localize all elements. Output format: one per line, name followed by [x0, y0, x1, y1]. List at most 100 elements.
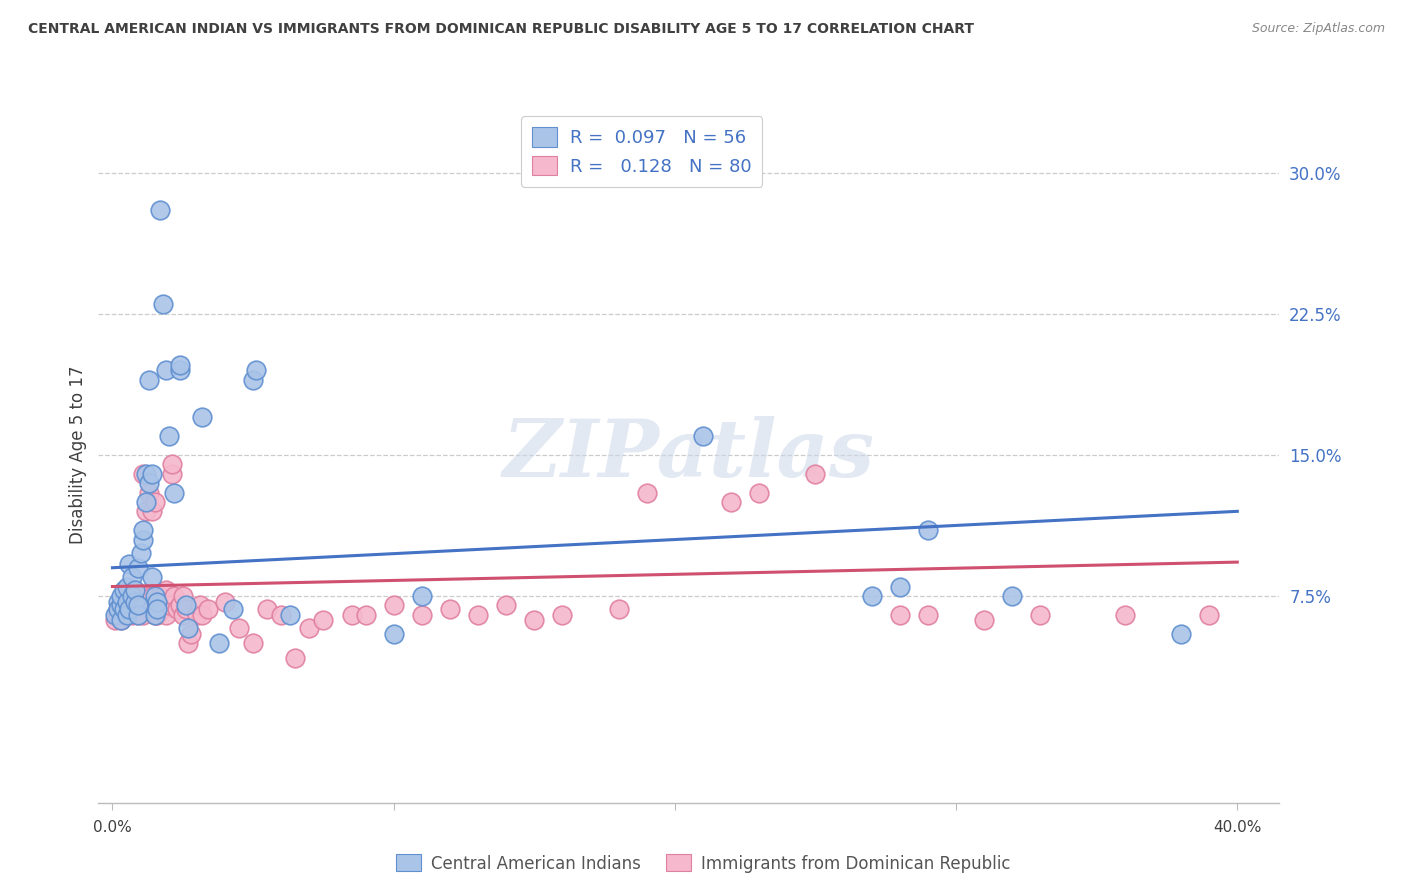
Point: [186, 607, 208, 622]
Point: [135, 589, 157, 603]
Point: [146, 594, 169, 608]
Point: [127, 560, 149, 574]
Y-axis label: Disability Age 5 to 17: Disability Age 5 to 17: [69, 366, 87, 544]
Point: [107, 602, 129, 616]
Point: [169, 358, 191, 372]
Point: [132, 523, 155, 537]
Point: [188, 599, 211, 613]
Point: [110, 614, 132, 628]
Point: [284, 651, 307, 665]
Point: [124, 583, 146, 598]
Point: [245, 363, 267, 377]
Point: [748, 485, 770, 500]
Point: [174, 599, 197, 613]
Text: CENTRAL AMERICAN INDIAN VS IMMIGRANTS FROM DOMINICAN REPUBLIC DISABILITY AGE 5 T: CENTRAL AMERICAN INDIAN VS IMMIGRANTS FR…: [28, 22, 974, 37]
Point: [804, 467, 827, 481]
Point: [607, 602, 630, 616]
Point: [127, 607, 149, 622]
Point: [495, 599, 517, 613]
Point: [143, 495, 166, 509]
Point: [121, 570, 143, 584]
Point: [107, 594, 129, 608]
Point: [112, 607, 135, 622]
Point: [720, 495, 742, 509]
Point: [124, 602, 146, 616]
Point: [143, 607, 166, 622]
Point: [889, 607, 911, 622]
Point: [121, 583, 143, 598]
Point: [138, 476, 160, 491]
Point: [157, 599, 180, 613]
Point: [141, 589, 163, 603]
Point: [214, 594, 236, 608]
Text: 40.0%: 40.0%: [1213, 821, 1261, 835]
Point: [104, 614, 127, 628]
Point: [172, 607, 194, 622]
Point: [124, 594, 146, 608]
Point: [115, 580, 138, 594]
Point: [155, 363, 177, 377]
Point: [115, 607, 138, 622]
Point: [135, 495, 157, 509]
Point: [191, 607, 214, 622]
Point: [143, 589, 166, 603]
Point: [160, 467, 183, 481]
Point: [107, 607, 129, 622]
Point: [208, 636, 231, 650]
Point: [256, 602, 278, 616]
Point: [242, 636, 264, 650]
Point: [138, 602, 160, 616]
Point: [107, 602, 129, 616]
Point: [129, 546, 152, 560]
Point: [636, 485, 658, 500]
Point: [174, 602, 197, 616]
Point: [135, 467, 157, 481]
Point: [129, 599, 152, 613]
Point: [143, 607, 166, 622]
Point: [110, 614, 132, 628]
Point: [141, 504, 163, 518]
Point: [1198, 607, 1220, 622]
Point: [115, 594, 138, 608]
Point: [163, 485, 186, 500]
Point: [1114, 607, 1136, 622]
Point: [467, 607, 489, 622]
Point: [127, 599, 149, 613]
Point: [138, 485, 160, 500]
Point: [191, 410, 214, 425]
Point: [172, 589, 194, 603]
Point: [141, 570, 163, 584]
Point: [177, 621, 200, 635]
Point: [177, 636, 200, 650]
Point: [155, 583, 177, 598]
Point: [242, 373, 264, 387]
Point: [312, 614, 335, 628]
Point: [112, 599, 135, 613]
Point: [121, 607, 143, 622]
Point: [298, 621, 321, 635]
Point: [354, 607, 377, 622]
Point: [973, 614, 995, 628]
Text: 0.0%: 0.0%: [93, 821, 132, 835]
Point: [110, 589, 132, 603]
Point: [860, 589, 883, 603]
Point: [112, 602, 135, 616]
Point: [382, 626, 405, 640]
Point: [127, 589, 149, 603]
Point: [1029, 607, 1052, 622]
Point: [146, 602, 169, 616]
Point: [152, 602, 174, 616]
Point: [439, 602, 461, 616]
Point: [110, 594, 132, 608]
Point: [132, 467, 155, 481]
Point: [132, 607, 155, 622]
Point: [197, 602, 219, 616]
Point: [149, 203, 172, 218]
Point: [132, 533, 155, 547]
Point: [411, 607, 433, 622]
Point: [411, 589, 433, 603]
Point: [149, 589, 172, 603]
Point: [127, 607, 149, 622]
Point: [889, 580, 911, 594]
Point: [118, 602, 141, 616]
